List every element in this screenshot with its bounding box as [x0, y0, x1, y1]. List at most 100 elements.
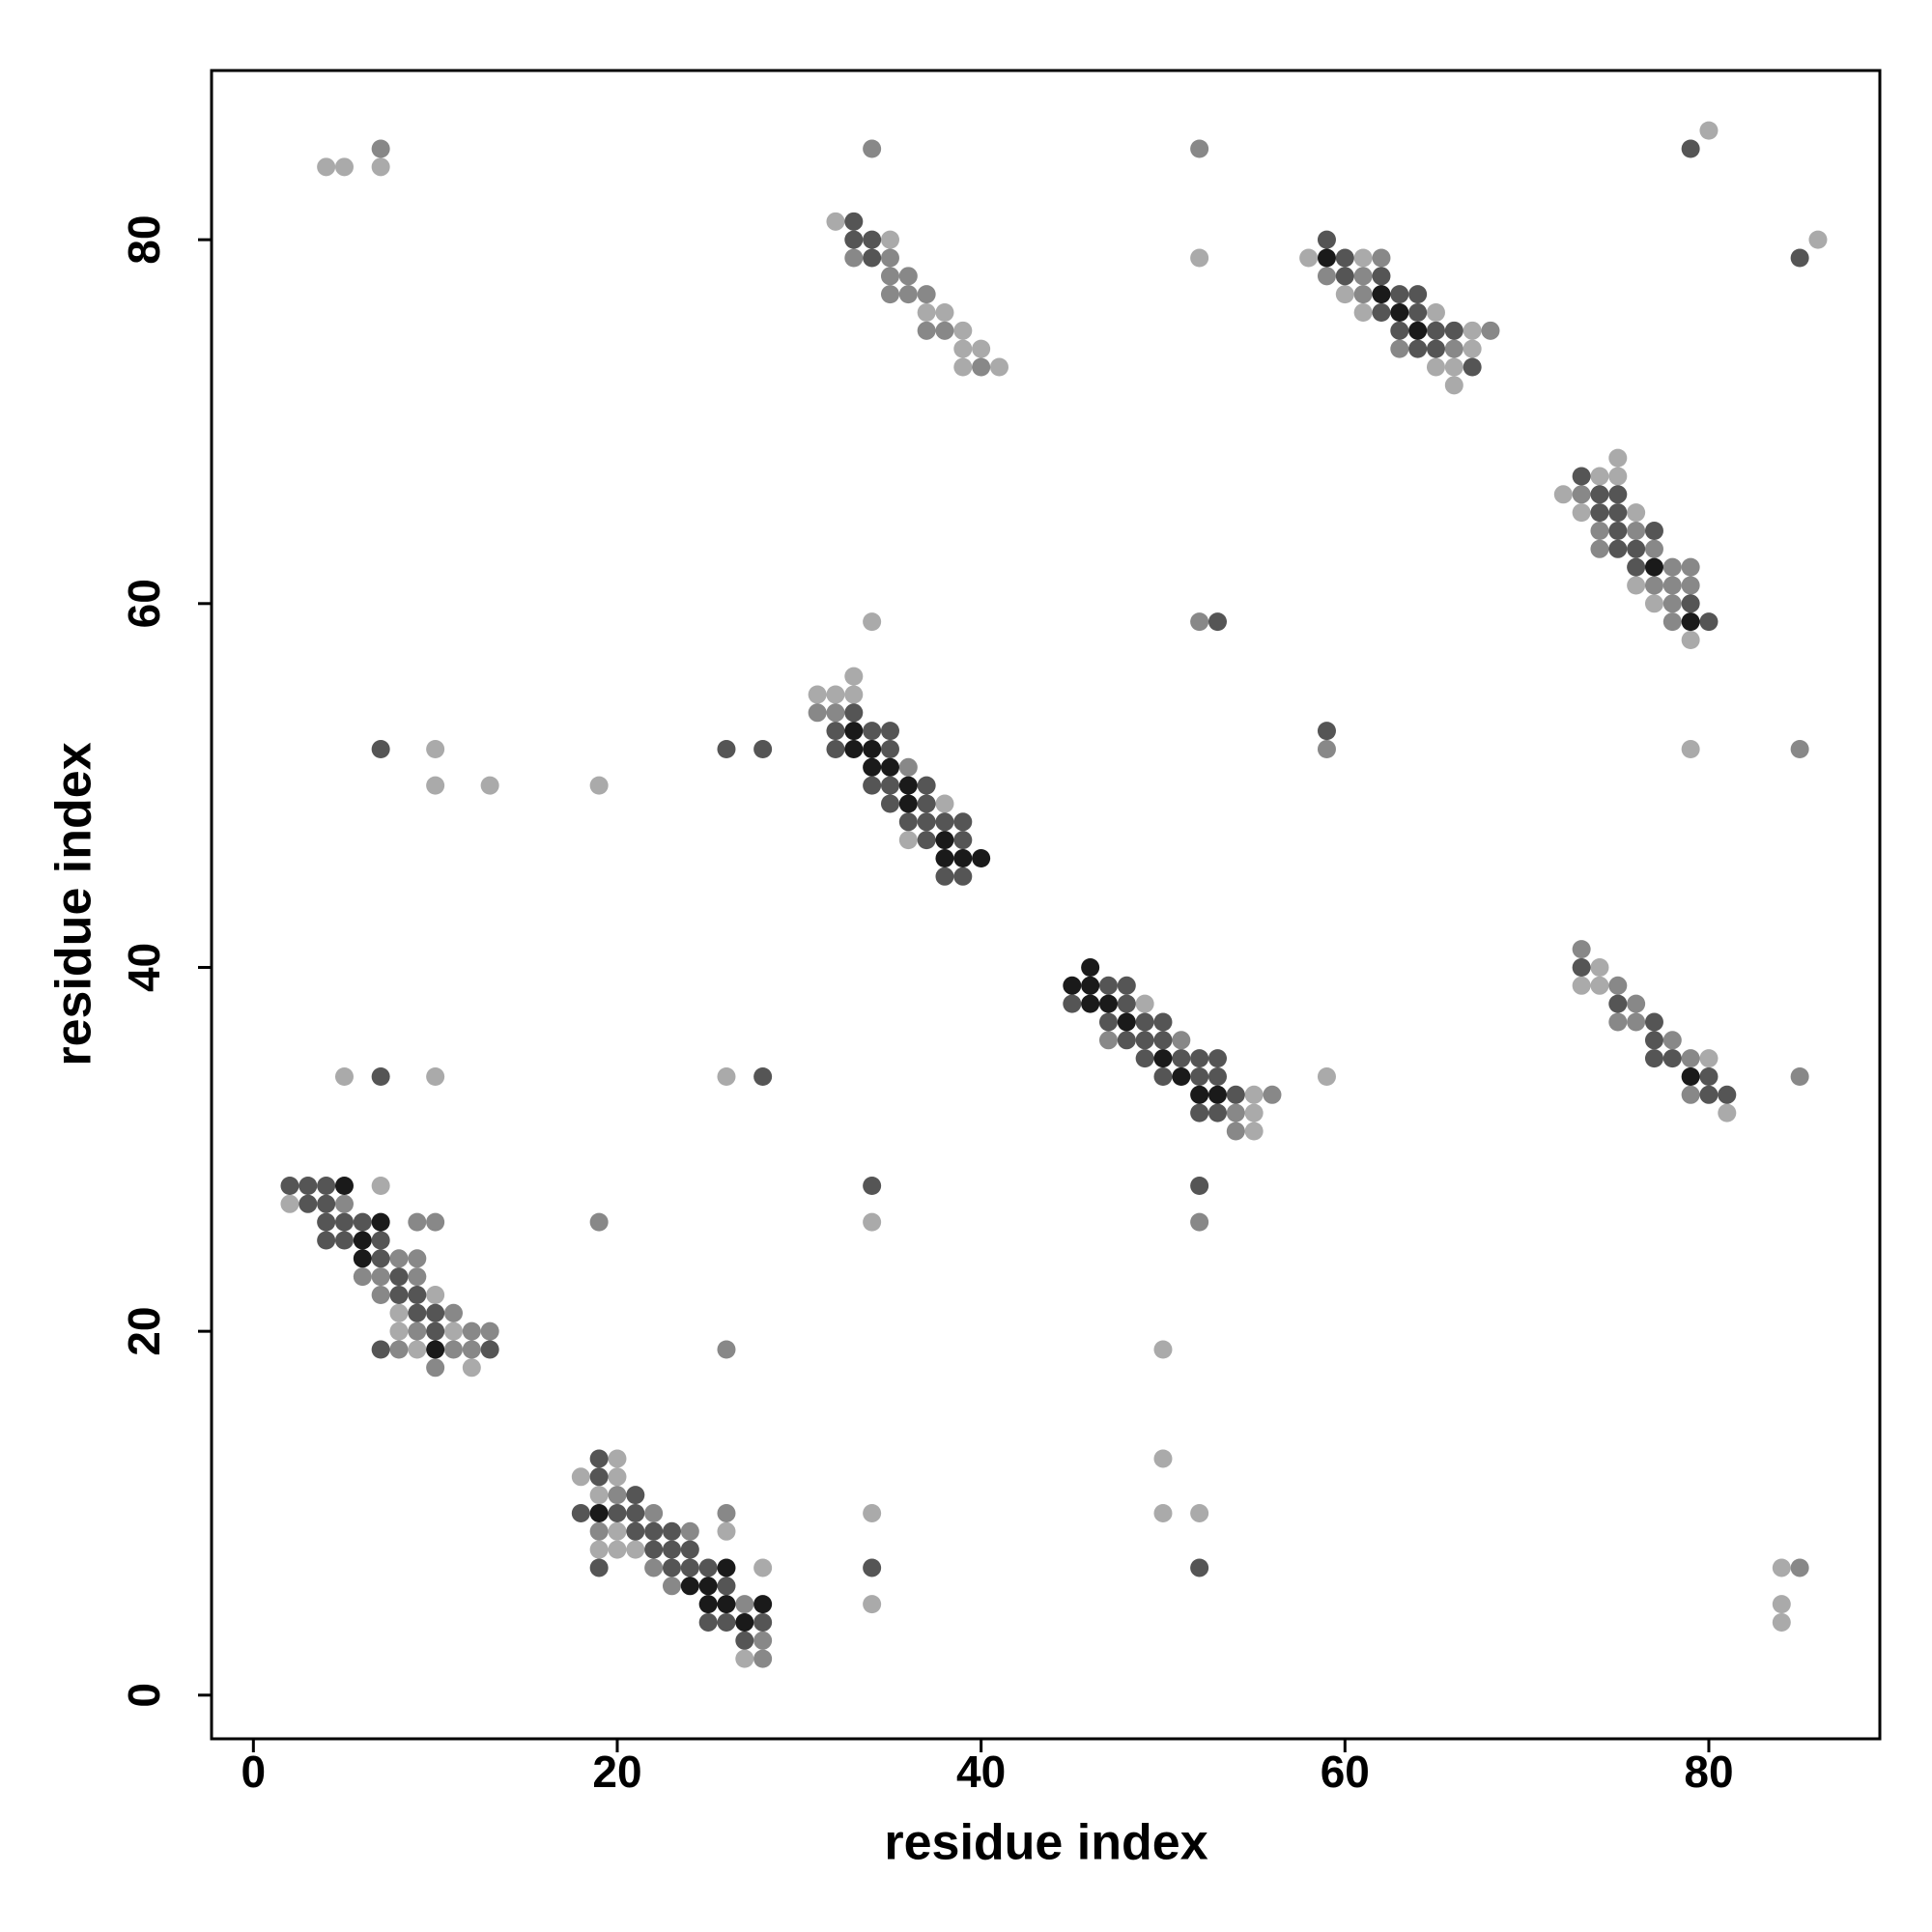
point	[953, 831, 973, 850]
point	[1063, 994, 1082, 1013]
point	[1081, 976, 1100, 995]
point	[1426, 357, 1445, 377]
point	[1662, 594, 1682, 613]
point	[1444, 339, 1463, 358]
point	[1790, 1558, 1809, 1577]
point	[589, 1540, 609, 1559]
point	[662, 1540, 681, 1559]
point	[1681, 576, 1700, 595]
point	[717, 1521, 736, 1541]
point	[1372, 248, 1391, 268]
point	[334, 1212, 354, 1232]
point	[1263, 1085, 1282, 1104]
point	[753, 1649, 773, 1668]
point	[808, 685, 827, 704]
point	[1644, 539, 1663, 558]
point	[1317, 267, 1336, 286]
point	[863, 739, 882, 758]
point	[1190, 248, 1209, 268]
point	[1190, 1066, 1209, 1086]
point	[644, 1558, 664, 1577]
point	[1172, 1049, 1191, 1068]
point	[880, 248, 899, 268]
point	[317, 1231, 336, 1250]
y-axis-title: residue index	[46, 742, 102, 1065]
point	[1153, 1340, 1173, 1359]
point	[443, 1321, 463, 1341]
point	[1317, 739, 1336, 758]
point	[1572, 957, 1591, 977]
point	[1444, 321, 1463, 340]
point	[1699, 1066, 1719, 1086]
point	[844, 722, 864, 741]
point	[844, 248, 864, 268]
point	[826, 212, 845, 231]
point	[1190, 1049, 1209, 1068]
point	[644, 1540, 664, 1559]
point	[371, 1267, 390, 1287]
point	[917, 776, 936, 795]
point	[863, 722, 882, 741]
point	[426, 1358, 445, 1378]
point	[1372, 285, 1391, 304]
x-axis-title: residue index	[884, 1815, 1208, 1871]
point	[317, 1194, 336, 1213]
point	[1153, 1031, 1173, 1050]
point	[426, 1285, 445, 1304]
point	[717, 1340, 736, 1359]
point	[898, 285, 918, 304]
point	[1153, 1049, 1173, 1068]
point	[371, 1340, 390, 1359]
point	[1572, 976, 1591, 995]
point	[317, 1176, 336, 1195]
point	[280, 1194, 299, 1213]
point	[334, 1066, 354, 1086]
point	[1408, 285, 1428, 304]
point	[353, 1267, 372, 1287]
point	[1644, 576, 1663, 595]
point	[898, 812, 918, 832]
point	[735, 1649, 754, 1668]
point	[1190, 1212, 1209, 1232]
point	[480, 1321, 499, 1341]
point	[1590, 539, 1609, 558]
point	[917, 831, 936, 850]
point	[389, 1267, 409, 1287]
point	[1608, 539, 1628, 558]
point	[353, 1231, 372, 1250]
point	[1190, 139, 1209, 158]
point	[426, 1303, 445, 1322]
point	[898, 757, 918, 777]
point	[608, 1486, 627, 1505]
point	[408, 1267, 427, 1287]
point	[1772, 1612, 1791, 1632]
point	[317, 1212, 336, 1232]
point	[1627, 1012, 1646, 1032]
point	[808, 703, 827, 723]
point	[1681, 630, 1700, 649]
point	[1226, 1122, 1245, 1141]
point	[1335, 267, 1354, 286]
point	[880, 794, 899, 813]
point	[844, 230, 864, 249]
point	[1608, 503, 1628, 523]
point	[480, 1340, 499, 1359]
point	[1681, 1085, 1700, 1104]
point	[753, 739, 773, 758]
point	[1390, 302, 1409, 322]
point	[589, 776, 609, 795]
point	[1353, 267, 1373, 286]
point	[389, 1340, 409, 1359]
point	[863, 1212, 882, 1232]
point	[1098, 976, 1118, 995]
point	[863, 1558, 882, 1577]
x-tick-label: 80	[1684, 1747, 1733, 1797]
point	[1190, 1085, 1209, 1104]
point	[298, 1176, 318, 1195]
point	[1117, 1012, 1136, 1032]
point	[989, 357, 1009, 377]
point	[1463, 357, 1482, 377]
point	[1644, 557, 1663, 577]
point	[735, 1612, 754, 1632]
